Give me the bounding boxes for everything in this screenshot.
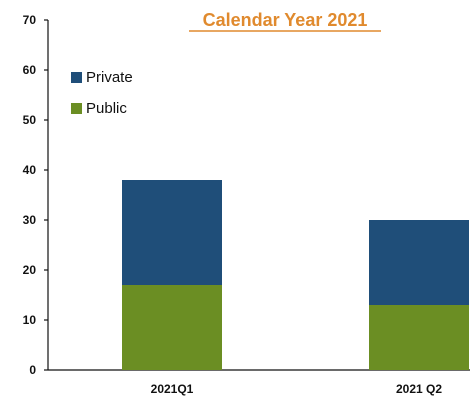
legend: Private Public [71, 69, 133, 117]
bar-public-1 [122, 285, 222, 370]
legend-swatch-private [71, 72, 82, 83]
bar-private-1 [122, 180, 222, 285]
y-tick-label: 40 [23, 163, 37, 177]
y-tick-label: 0 [29, 363, 36, 377]
bar-public-2 [369, 305, 469, 370]
bar-private-2 [369, 220, 469, 305]
y-tick-label: 70 [23, 13, 37, 27]
x-category-label: 2021Q1 [151, 382, 194, 396]
legend-swatch-public [71, 103, 82, 114]
y-axis-ticks: 0 10 20 30 40 50 60 70 [23, 13, 48, 377]
chart-title: Calendar Year 2021 [203, 10, 368, 30]
y-tick-label: 50 [23, 113, 37, 127]
x-category-label: 2021 Q2 [396, 382, 442, 396]
y-tick-label: 30 [23, 213, 37, 227]
y-tick-label: 60 [23, 63, 37, 77]
y-tick-label: 20 [23, 263, 37, 277]
bars-layer [122, 180, 469, 370]
x-axis-labels: 2021Q1 2021 Q2 [151, 382, 443, 396]
legend-label-public: Public [86, 100, 127, 117]
legend-label-private: Private [86, 69, 133, 86]
y-tick-label: 10 [23, 313, 37, 327]
